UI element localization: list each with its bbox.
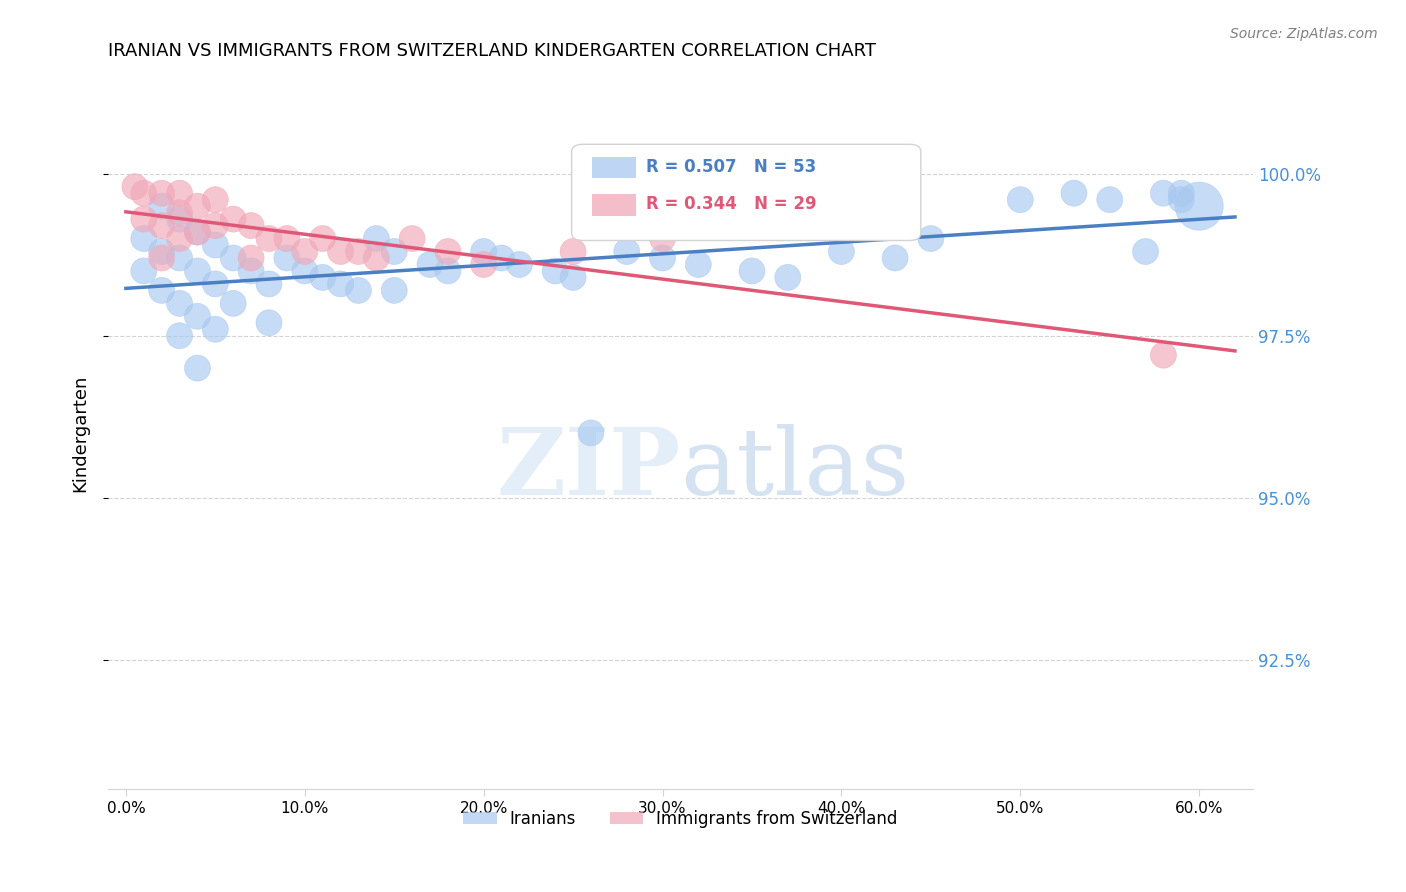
Point [366,231,388,245]
Point [401,231,423,245]
Point [329,277,352,291]
Point [1135,244,1157,259]
Point [150,219,173,233]
Point [437,264,460,278]
Point [132,212,155,227]
Point [382,284,405,298]
Point [169,205,191,219]
Point [222,251,245,265]
Point [169,328,191,343]
FancyBboxPatch shape [572,145,921,241]
Point [132,231,155,245]
Point [311,270,333,285]
Text: ZIP: ZIP [496,424,681,514]
Point [366,251,388,265]
Point [204,238,226,252]
Point [132,186,155,201]
Point [508,257,530,271]
Point [491,251,513,265]
Legend: Iranians, Immigrants from Switzerland: Iranians, Immigrants from Switzerland [457,803,904,834]
Point [347,284,370,298]
Point [562,270,585,285]
Point [1063,186,1085,201]
Point [169,296,191,310]
Point [1188,199,1211,213]
Point [257,277,280,291]
Point [240,264,263,278]
Point [472,257,495,271]
Point [186,225,208,239]
Point [132,264,155,278]
Point [222,212,245,227]
Point [240,251,263,265]
Point [651,251,673,265]
Point [169,231,191,245]
Point [186,361,208,376]
Point [472,244,495,259]
Y-axis label: Kindergarten: Kindergarten [72,375,89,491]
Point [741,264,763,278]
Point [204,322,226,336]
Text: R = 0.507   N = 53: R = 0.507 N = 53 [647,158,817,176]
Point [776,270,799,285]
Text: Source: ZipAtlas.com: Source: ZipAtlas.com [1230,27,1378,41]
Point [1170,193,1192,207]
Point [688,257,710,271]
Point [419,257,441,271]
Point [150,186,173,201]
Point [276,231,298,245]
Point [276,251,298,265]
Point [294,264,316,278]
Point [1010,193,1032,207]
FancyBboxPatch shape [592,157,636,178]
Point [884,251,907,265]
Point [651,231,673,245]
Point [830,244,852,259]
Point [1152,348,1174,362]
Point [169,212,191,227]
Point [124,179,146,194]
Point [169,251,191,265]
Point [150,244,173,259]
Point [562,244,585,259]
Point [240,219,263,233]
Point [437,244,460,259]
Point [329,244,352,259]
Point [294,244,316,259]
Point [920,231,942,245]
Point [186,310,208,324]
Point [204,277,226,291]
Point [186,225,208,239]
Point [544,264,567,278]
Text: IRANIAN VS IMMIGRANTS FROM SWITZERLAND KINDERGARTEN CORRELATION CHART: IRANIAN VS IMMIGRANTS FROM SWITZERLAND K… [108,42,876,60]
Point [616,244,638,259]
Point [186,264,208,278]
Point [169,186,191,201]
Point [257,231,280,245]
Text: R = 0.344   N = 29: R = 0.344 N = 29 [647,195,817,213]
Point [382,244,405,259]
Point [1152,186,1174,201]
Point [347,244,370,259]
Point [257,316,280,330]
Point [1170,186,1192,201]
Point [150,284,173,298]
Text: atlas: atlas [681,424,910,514]
Point [579,425,602,440]
Point [204,219,226,233]
Point [311,231,333,245]
Point [150,251,173,265]
Point [204,193,226,207]
Point [1098,193,1121,207]
Point [186,199,208,213]
FancyBboxPatch shape [592,194,636,216]
Point [222,296,245,310]
Point [150,199,173,213]
